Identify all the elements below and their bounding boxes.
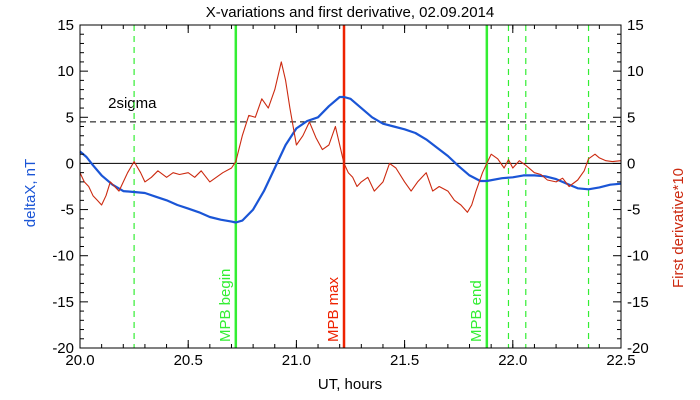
y-tick-label-right: 10 — [627, 63, 644, 80]
chart-title: X-variations and first derivative, 02.09… — [206, 4, 495, 21]
derivative-series-line — [79, 61, 622, 213]
y-tick-label-right: 5 — [627, 109, 635, 126]
event-label: MPB begin — [217, 269, 234, 342]
x-tick-label: 20.5 — [174, 352, 203, 369]
x-tick-label: 21.5 — [390, 352, 419, 369]
y-tick-label-right: -10 — [627, 248, 649, 265]
x-tick-label: 22.0 — [498, 352, 527, 369]
y-tick-label-left: -5 — [61, 202, 74, 219]
y-tick-label-right: 0 — [627, 155, 635, 172]
y-axis-label-right: First derivative*10 — [670, 168, 687, 288]
event-label: MPB end — [468, 280, 485, 342]
x-tick-label: 20.0 — [65, 352, 94, 369]
y-tick-label-left: -20 — [52, 340, 74, 357]
y-tick-label-right: -5 — [627, 202, 640, 219]
y-axis-label-left: deltaX, nT — [22, 159, 39, 227]
y-tick-label-right: -20 — [627, 340, 649, 357]
x-tick-label: 21.0 — [282, 352, 311, 369]
y-tick-label-right: 15 — [627, 17, 644, 34]
plot-frame — [79, 24, 622, 349]
y-tick-label-left: 0 — [66, 155, 74, 172]
y-tick-label-left: 5 — [66, 109, 74, 126]
y-tick-label-right: -15 — [627, 294, 649, 311]
x-tick-label: 22.5 — [606, 352, 635, 369]
y-tick-label-left: -10 — [52, 248, 74, 265]
y-tick-label-left: 10 — [57, 63, 74, 80]
y-tick-label-left: -15 — [52, 294, 74, 311]
event-label: MPB max — [325, 276, 342, 342]
y-tick-label-left: 15 — [57, 17, 74, 34]
x-axis-label: UT, hours — [318, 376, 382, 393]
plot-area: 2sigma MPB begin MPB max MPB end 20.0 20.5 21.… — [52, 17, 648, 369]
deltax-series-line — [79, 95, 622, 224]
threshold-label: 2sigma — [108, 95, 157, 112]
